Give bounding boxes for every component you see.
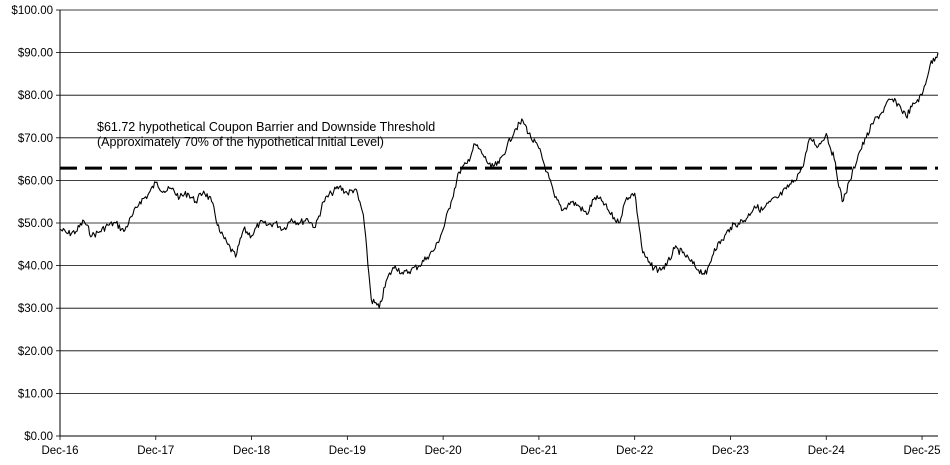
threshold-label-line2: (Approximately 70% of the hypothetical I… [97, 135, 384, 149]
x-tick-label: Dec-25 [903, 445, 940, 457]
x-tick-label: Dec-16 [41, 445, 78, 457]
x-tick-label: Dec-17 [137, 445, 174, 457]
y-tick-label: $70.00 [18, 133, 53, 145]
y-tick-label: $60.00 [18, 175, 53, 187]
x-tick-label: Dec-24 [808, 445, 846, 457]
y-tick-label: $10.00 [18, 388, 53, 400]
x-axis-ticks: Dec-16 Dec-17 Dec-18 Dec-19 Dec-20 Dec-21 Dec-… [41, 436, 941, 457]
x-tick-label: Dec-22 [616, 445, 653, 457]
axes [59, 10, 938, 437]
y-tick-label: $40.00 [18, 261, 53, 273]
y-tick-label: $80.00 [18, 90, 53, 102]
threshold-label-line1: $61.72 hypothetical Coupon Barrier and D… [97, 120, 435, 134]
y-tick-label: $30.00 [18, 303, 53, 315]
y-tick-label: $50.00 [18, 218, 53, 230]
gridlines [60, 9, 938, 394]
x-tick-label: Dec-20 [425, 445, 462, 457]
y-tick-label: $100.00 [11, 5, 53, 17]
y-axis-ticks: $0.00 $10.00 $20.00 $30.00 $40.00 $50.00 $60.0… [11, 5, 60, 443]
series-line [59, 52, 939, 309]
x-tick-label: Dec-19 [329, 445, 366, 457]
y-tick-label: $0.00 [24, 431, 53, 443]
x-tick-label: Dec-21 [520, 445, 557, 457]
y-tick-label: $20.00 [18, 346, 53, 358]
x-tick-label: Dec-23 [712, 445, 749, 457]
x-tick-label: Dec-18 [233, 445, 270, 457]
y-tick-label: $90.00 [18, 48, 53, 60]
